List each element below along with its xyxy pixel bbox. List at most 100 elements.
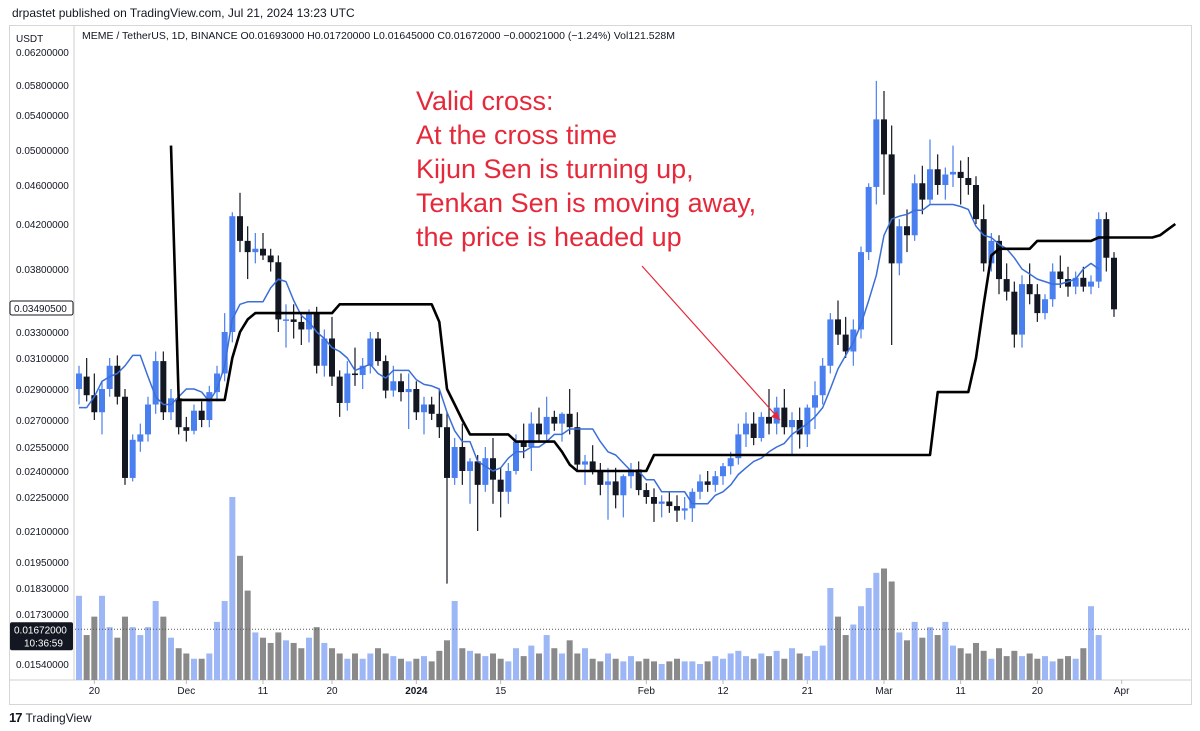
x-tick-label: Feb [638,686,656,697]
volume-bar [344,658,351,680]
candle-body [934,169,941,185]
volume-bar [574,653,581,680]
volume-bar [76,595,82,680]
candle-body [398,381,404,393]
candle-body [528,423,535,447]
candle-body [206,392,213,420]
volume-bar [160,616,167,680]
candle-body [888,154,895,264]
candle-body [375,338,381,362]
candle-body [137,434,144,442]
volume-bar [582,648,588,680]
candle-body [352,373,358,376]
y-tick-label: 0.05800000 [16,81,69,92]
candle-body [359,365,366,376]
candle-body [582,461,588,465]
volume-bar [152,601,159,680]
volume-bar [980,650,987,680]
candle-body [1111,257,1117,310]
volume-bar [405,661,412,680]
annotation-arrowhead-icon [771,411,780,420]
y-tick-label: 0.02700000 [16,416,69,427]
y-tick-label: 0.01540000 [16,660,69,671]
candle-body [589,461,596,471]
candle-body [551,416,558,424]
tenkan-sen-line [79,203,1100,505]
legend-high: 0.01720000 [314,30,371,42]
candle-body [482,458,489,485]
candle-body [313,313,320,366]
candle-body [91,395,98,413]
x-tick-label: 11 [955,686,966,697]
candle-body [766,416,772,424]
candle-body [658,501,665,504]
candle-body [996,240,1002,280]
volume-bar [252,632,259,680]
y-tick-label: 0.01950000 [16,558,69,569]
volume-bar [566,640,573,680]
volume-bar [559,653,565,680]
candle-body [1003,279,1010,292]
candle-body [674,506,680,511]
candle-body [513,441,519,471]
volume-bar [781,658,788,680]
candle-body [812,395,818,408]
x-tick-label: 12 [717,686,729,697]
candle-body [122,396,128,478]
volume-bar [674,658,680,680]
candle-body [835,319,841,335]
candle-body [804,407,811,435]
crosshair-price-badge [9,300,74,316]
volume-bar [359,658,366,680]
footer-branding: 17 TradingView [9,710,92,725]
volume-bar [313,627,320,680]
candle-body [252,248,259,253]
legend-change: −0.00021000 (−1.24%) [503,30,611,42]
volume-bar [260,637,266,680]
y-tick-label: 0.01730000 [16,610,69,621]
volume-bar [221,601,228,680]
candle-body [819,365,826,396]
volume-bar [620,661,627,680]
candle-body [436,413,443,428]
candle-body [965,178,972,185]
candle-body [152,361,159,405]
crosshair-price-label: 0.03490500 [14,304,67,315]
volume-bar [505,661,512,680]
volume-bar [206,653,213,680]
candle-body [1042,299,1048,314]
legend-vol: 121.528M [628,30,676,42]
candle-body [620,476,627,496]
volume-bar [689,661,696,680]
candle-body [735,434,742,459]
candle-body [727,458,734,467]
candle-body [712,476,719,485]
volume-bar [367,653,374,680]
volume-bar [873,572,880,680]
candle-body [605,481,611,485]
volume-bar [1080,648,1087,680]
volume-bar [129,627,136,680]
candle-body [451,447,458,478]
y-tick-label: 0.02400000 [16,467,69,478]
volume-bar [597,661,604,680]
volume-bar [812,650,818,680]
volume-bar [543,635,550,680]
candle-body [628,469,634,477]
candle-body [1019,284,1025,335]
candle-body [260,248,266,256]
volume-bar [720,658,726,680]
volume-bar [612,658,619,680]
candle-body [421,404,427,413]
volume-bar [198,658,205,680]
volume-bar [536,653,542,680]
candle-body [145,404,151,435]
volume-bar [459,648,466,680]
currency-label: USDT [16,34,43,45]
candle-body [873,119,880,187]
x-tick-label: 20 [326,686,338,697]
candle-body [520,441,527,447]
candle-body [428,404,435,414]
candle-body [1049,271,1056,300]
